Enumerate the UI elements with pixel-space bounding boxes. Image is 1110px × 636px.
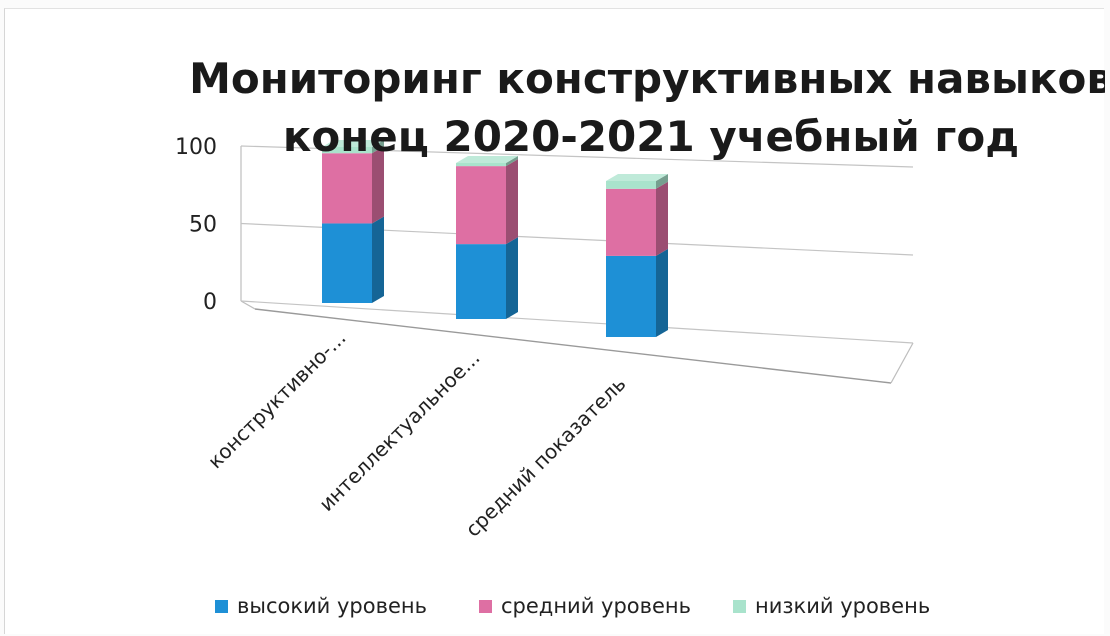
gridline-0 [240, 300, 914, 344]
chart-svg: Мониторинг конструктивных навыков конец … [175, 54, 1105, 618]
legend-label: средний уровень [501, 594, 691, 618]
bar-side-face [656, 174, 668, 189]
chart-title-line-2: конец 2020-2021 учебный год [283, 112, 1019, 161]
bar-side-face [372, 216, 384, 303]
x-category-label-3: средний показатель [461, 372, 631, 542]
chart-title-line-1: Мониторинг конструктивных навыков [189, 54, 1105, 103]
x-category-label-1: конструктивно-... [203, 326, 351, 474]
bar-segment-3-3 [606, 174, 668, 189]
bar-side-face [506, 156, 518, 167]
bar-front-face [322, 223, 372, 303]
bar-front-face [456, 166, 506, 245]
legend-swatch [733, 600, 746, 613]
bar-side-face [656, 248, 668, 337]
bar-segment-2-1 [456, 237, 518, 319]
bar-segment-2-2 [456, 159, 518, 245]
bar-front-face [322, 153, 372, 224]
bar-front-face [322, 147, 372, 154]
bar-segment-3-1 [606, 248, 668, 337]
chart-bars [322, 140, 668, 337]
bar-side-face [372, 146, 384, 224]
legend-item-3: низкий уровень [733, 594, 930, 618]
y-tick-label-100: 100 [175, 135, 217, 160]
x-axis-categories: конструктивно-...интеллектуальное...сред… [203, 326, 631, 542]
y-tick-label-50: 50 [189, 213, 217, 238]
bar-side-face [656, 181, 668, 256]
bar-front-face [606, 255, 656, 337]
bar-segment-3-2 [606, 181, 668, 256]
bar-front-face [606, 188, 656, 256]
bar-front-face [456, 244, 506, 319]
floor-front-edge [254, 308, 892, 384]
chart-frame: Мониторинг конструктивных навыков конец … [4, 8, 1105, 634]
y-tick-label-0: 0 [203, 290, 217, 315]
legend-label: низкий уровень [755, 594, 930, 618]
x-category-label-2: интеллектуальное... [314, 346, 484, 516]
bar-segment-1-3 [322, 140, 384, 154]
bar-top-cap-2 [456, 156, 518, 163]
bar-side-face [506, 159, 518, 245]
floor-left-edge [240, 300, 256, 310]
bar-segment-1-1 [322, 216, 384, 303]
bar-segment-1-2 [322, 146, 384, 224]
legend-swatch [215, 600, 228, 613]
chart-legend: высокий уровень средний уровень низкий уро… [215, 594, 930, 618]
legend-item-2: средний уровень [479, 594, 691, 618]
y-axis-ticks: 0 50 100 [175, 135, 217, 315]
floor-right-edge [890, 342, 914, 384]
bar-segment-2-3 [456, 156, 518, 167]
bar-front-face [456, 163, 506, 167]
bar-top-cap-1 [322, 140, 384, 147]
bar-front-face [606, 181, 656, 189]
legend-swatch [479, 600, 492, 613]
bar-side-face [372, 140, 384, 154]
legend-item-1: высокий уровень [215, 594, 427, 618]
bar-top-cap-3 [606, 174, 668, 181]
bar-side-face [506, 237, 518, 319]
legend-label: высокий уровень [237, 594, 427, 618]
